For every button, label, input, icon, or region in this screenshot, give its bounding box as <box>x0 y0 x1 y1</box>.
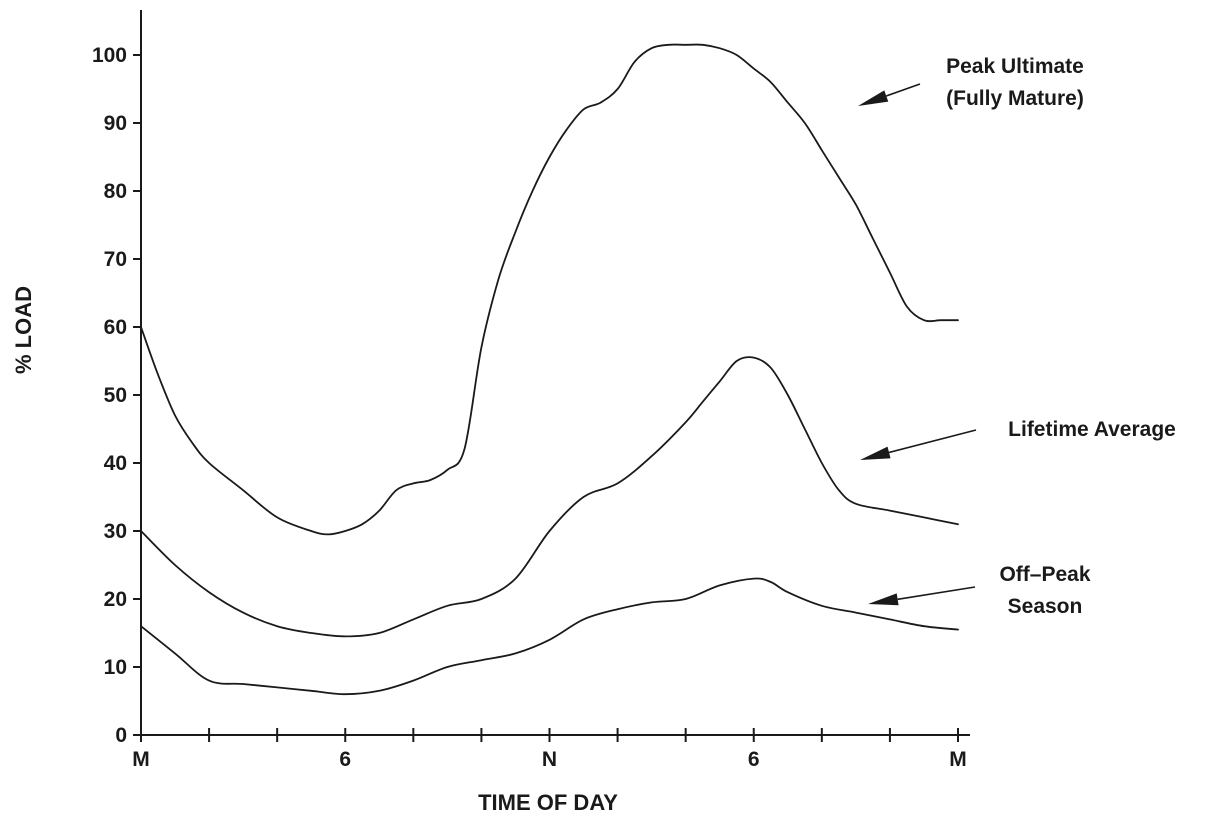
arrow-shaft <box>886 83 921 97</box>
y-tick-label: 0 <box>115 724 127 747</box>
lifetime-average-line <box>140 356 959 638</box>
arrow-shaft <box>897 586 976 601</box>
annotation-text: Off–Peak <box>999 563 1090 586</box>
annotation-text: Lifetime Average <box>1008 418 1176 441</box>
y-axis-title: % LOAD <box>11 286 36 374</box>
off-peak-season-annotation: Off–Peak Season <box>868 563 1091 618</box>
axes: 0 10 20 30 40 50 60 70 80 90 100 M 6 N 6 M <box>92 10 970 771</box>
x-tick-label: N <box>542 748 557 771</box>
annotation-text: Season <box>1008 595 1083 618</box>
peak-ultimate-line <box>140 43 959 536</box>
y-tick-label: 30 <box>104 520 127 543</box>
y-tick-label: 10 <box>104 656 127 679</box>
y-tick-label: 50 <box>104 384 127 407</box>
x-tick-label: M <box>132 748 150 771</box>
x-tick-label: M <box>949 748 967 771</box>
arrow-head-icon <box>860 446 891 460</box>
x-tick-label: 6 <box>339 748 351 771</box>
y-tick-label: 90 <box>104 112 127 135</box>
annotation-text: (Fully Mature) <box>946 87 1084 110</box>
y-tick-label: 100 <box>92 44 127 67</box>
annotation-text: Peak Ultimate <box>946 55 1084 78</box>
annotations: Peak Ultimate (Fully Mature) Lifetime Aver… <box>858 55 1176 618</box>
y-tick-label: 70 <box>104 248 127 271</box>
y-tick-label: 40 <box>104 452 127 475</box>
y-tick-label: 20 <box>104 588 127 611</box>
lifetime-average-annotation: Lifetime Average <box>860 418 1176 460</box>
arrow-head-icon <box>868 593 899 606</box>
off-peak-season-line <box>140 577 959 696</box>
x-tick-label: 6 <box>748 748 760 771</box>
y-tick-label: 60 <box>104 316 127 339</box>
x-axis-title: TIME OF DAY <box>478 790 618 815</box>
arrow-head-icon <box>858 90 889 106</box>
arrow-shaft <box>888 429 977 454</box>
series-lines <box>140 43 959 696</box>
peak-ultimate-annotation: Peak Ultimate (Fully Mature) <box>858 55 1084 110</box>
y-tick-label: 80 <box>104 180 127 203</box>
